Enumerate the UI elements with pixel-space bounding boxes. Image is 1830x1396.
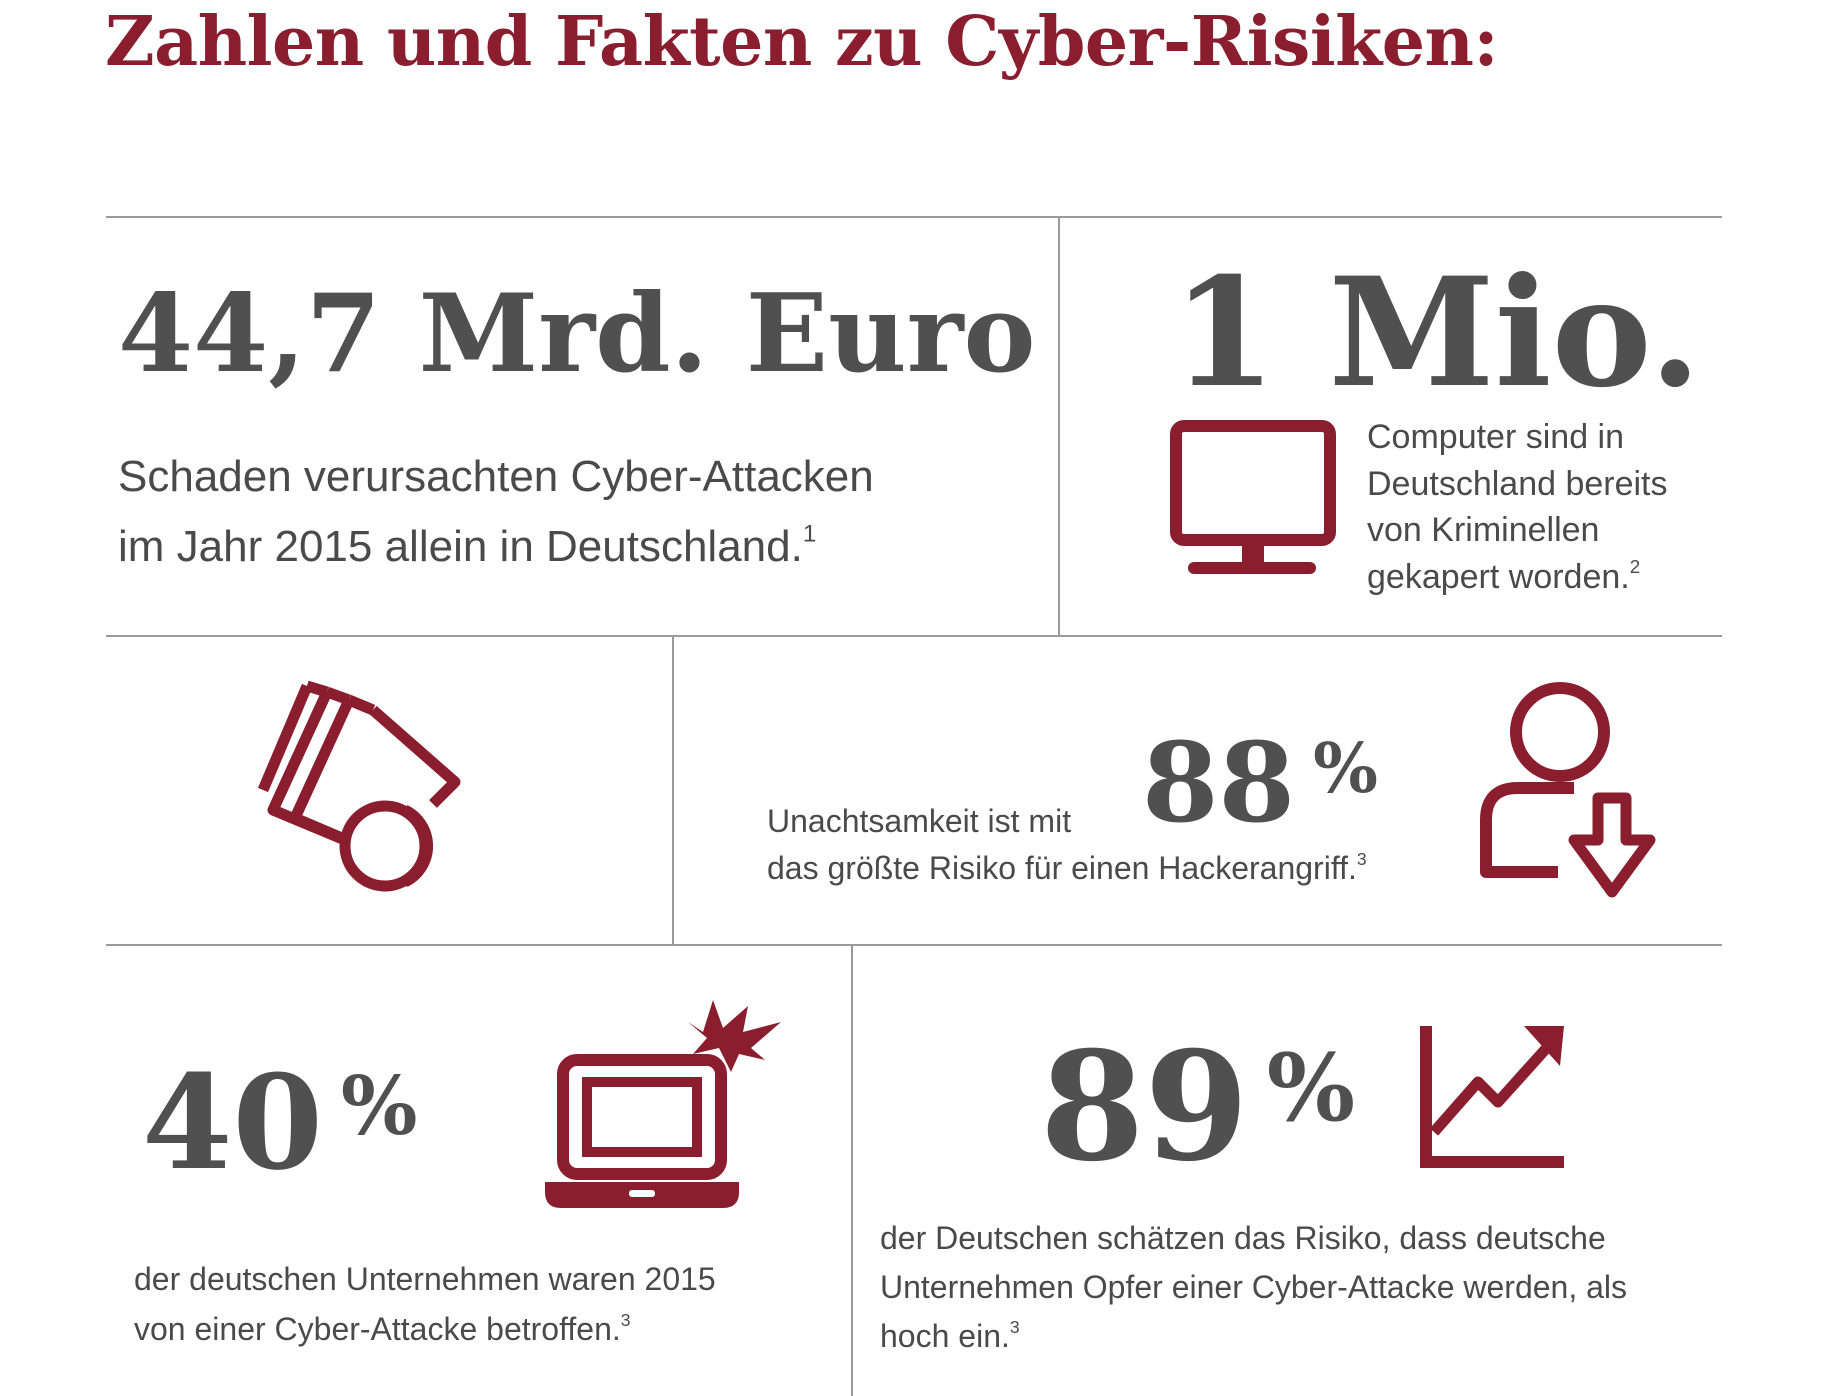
damage-line-1: Schaden verursachten Cyber-Attacken xyxy=(118,452,874,501)
footnote-marker: 3 xyxy=(1009,1316,1020,1337)
companies-number: 40 xyxy=(142,1046,323,1199)
page-title: Zahlen und Fakten zu Cyber-Risiken: xyxy=(105,2,1499,82)
money-cards-coins-icon xyxy=(257,680,461,892)
divider xyxy=(106,216,1722,218)
monitor-icon xyxy=(1170,420,1336,574)
percent-sign: % xyxy=(1313,729,1378,810)
risk-line-3: hoch ein.3 xyxy=(880,1316,1020,1354)
carelessness-description: Unachtsamkeit ist mit das größte Risiko … xyxy=(767,798,1367,892)
divider xyxy=(106,635,1722,637)
carelessness-line-1: Unachtsamkeit ist mit xyxy=(767,803,1072,839)
rising-chart-icon xyxy=(1420,1026,1564,1168)
damage-figure: 44,7 Mrd. Euro xyxy=(118,271,1036,397)
carelessness-figure: 88% xyxy=(1142,728,1378,838)
divider xyxy=(106,944,1722,946)
risk-figure: 89% xyxy=(1040,1032,1355,1182)
footnote-marker: 1 xyxy=(802,520,817,548)
computers-figure: 1 Mio. xyxy=(1172,245,1702,421)
companies-figure: 40% xyxy=(142,1058,418,1188)
damage-line-2: im Jahr 2015 allein in Deutschland.1 xyxy=(118,520,817,571)
computers-line-1: Computer sind in xyxy=(1367,418,1625,456)
footnote-marker: 2 xyxy=(1629,555,1641,577)
computers-description: Computer sind in Deutschland bereits von… xyxy=(1367,414,1668,600)
user-download-icon xyxy=(1480,682,1656,898)
carelessness-number: 88 xyxy=(1142,718,1296,847)
companies-description: der deutschen Unternehmen waren 2015 von… xyxy=(134,1254,716,1354)
companies-line-2: von einer Cyber-Attacke betroffen.3 xyxy=(134,1309,631,1347)
divider xyxy=(851,944,853,1396)
risk-line-2: Unternehmen Opfer einer Cyber-Attacke we… xyxy=(880,1269,1628,1305)
divider xyxy=(672,635,674,945)
risk-description: der Deutschen schätzen das Risiko, dass … xyxy=(880,1214,1627,1361)
companies-line-1: der deutschen Unternehmen waren 2015 xyxy=(134,1261,716,1297)
damage-description: Schaden verursachten Cyber-Attacken im J… xyxy=(118,442,874,582)
computers-line-3: von Kriminellen xyxy=(1367,511,1600,549)
computers-line-4: gekapert worden.2 xyxy=(1367,555,1641,596)
footnote-marker: 3 xyxy=(620,1309,631,1330)
footnote-marker: 3 xyxy=(1356,848,1367,869)
risk-number: 89 xyxy=(1040,1019,1249,1195)
laptop-explosion-icon xyxy=(545,1000,781,1208)
risk-line-1: der Deutschen schätzen das Risiko, dass … xyxy=(880,1220,1606,1256)
percent-sign: % xyxy=(340,1059,418,1155)
computers-line-2: Deutschland bereits xyxy=(1367,464,1668,503)
percent-sign: % xyxy=(1266,1032,1356,1142)
carelessness-line-2: das größte Risiko für einen Hackerangrif… xyxy=(767,848,1367,886)
divider xyxy=(1058,216,1060,636)
